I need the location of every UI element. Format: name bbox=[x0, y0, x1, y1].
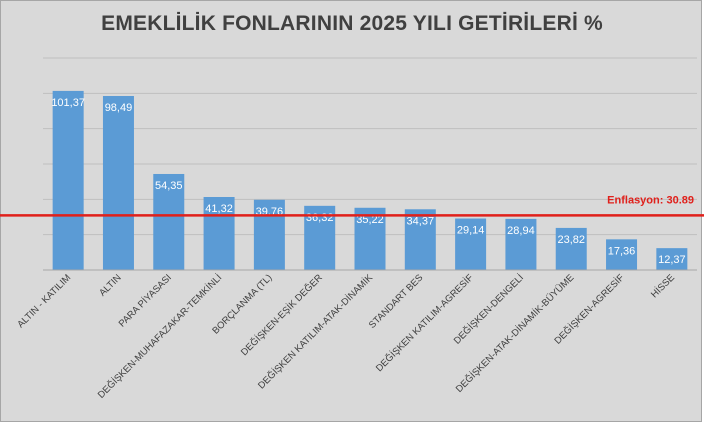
data-label: 54,35 bbox=[155, 180, 183, 192]
category-label: DEĞİŞKEN KATILIM-ATAK-DİNAMİK bbox=[256, 272, 375, 391]
category-label: ALTIN bbox=[97, 272, 123, 298]
bar bbox=[555, 227, 587, 270]
bar bbox=[505, 218, 537, 270]
bar bbox=[455, 218, 487, 270]
bar bbox=[404, 209, 436, 270]
data-label: 23,82 bbox=[557, 234, 585, 246]
category-label: DEĞİŞKEN KATILIM-AGRESİF bbox=[374, 272, 476, 374]
category-label: PARA PİYASASI bbox=[117, 272, 174, 329]
bar bbox=[606, 239, 638, 270]
data-label: 101,37 bbox=[51, 97, 85, 109]
inflation-label: Enflasyon: 30.89 bbox=[607, 194, 694, 206]
data-label: 34,37 bbox=[407, 215, 435, 227]
data-label: 35,22 bbox=[356, 214, 384, 226]
category-label: STANDART BES bbox=[367, 272, 426, 331]
data-label: 41,32 bbox=[205, 203, 233, 215]
category-label: DEĞİŞKEN-EŞİK DEĞER bbox=[239, 272, 325, 358]
data-label: 12,37 bbox=[658, 254, 686, 266]
data-label: 29,14 bbox=[457, 225, 485, 237]
bar bbox=[52, 90, 84, 271]
category-label: HİSSE bbox=[649, 272, 677, 300]
category-label: ALTIN - KATILIM bbox=[15, 272, 73, 330]
bar bbox=[253, 199, 285, 270]
data-label: 98,49 bbox=[105, 102, 133, 114]
bar bbox=[203, 197, 235, 270]
chart-title: EMEKLİLİK FONLARININ 2025 YILI GETİRİLER… bbox=[101, 12, 603, 35]
bar bbox=[102, 96, 134, 270]
bar bbox=[153, 173, 185, 270]
bar bbox=[656, 248, 688, 270]
data-label: 17,36 bbox=[608, 245, 636, 257]
data-label: 28,94 bbox=[507, 225, 535, 237]
bar bbox=[354, 207, 386, 270]
data-label: 36,32 bbox=[306, 212, 334, 224]
